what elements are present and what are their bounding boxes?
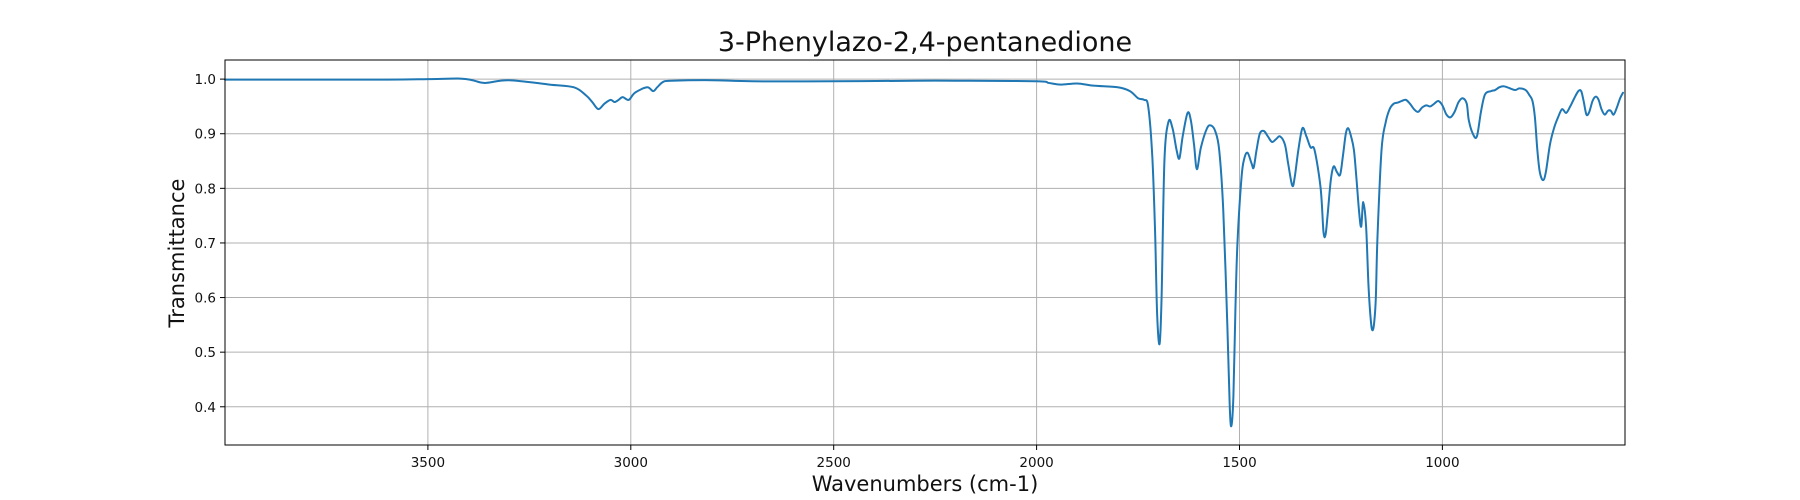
x-tick-label: 2500 xyxy=(817,455,851,471)
x-tick-label: 2000 xyxy=(1019,455,1053,471)
spectrum-line xyxy=(224,77,1624,428)
series-layer xyxy=(224,77,1624,428)
y-tick-label: 0.8 xyxy=(195,181,216,197)
y-axis-ticks: 0.4 0.5 0.6 0.7 0.8 0.9 1.0 xyxy=(195,72,225,416)
y-axis-label: Transmittance xyxy=(165,179,189,329)
x-tick-label: 3000 xyxy=(614,455,648,471)
x-tick-label: 1000 xyxy=(1425,455,1459,471)
x-axis-ticks: 3500 3000 2500 2000 1500 1000 xyxy=(411,445,1460,471)
y-tick-label: 0.9 xyxy=(195,127,216,143)
chart-title: 3-Phenylazo-2,4-pentanedione xyxy=(718,27,1132,58)
y-tick-label: 0.5 xyxy=(195,345,216,361)
x-axis-label: Wavenumbers (cm-1) xyxy=(812,472,1039,496)
y-tick-label: 0.7 xyxy=(195,236,216,252)
x-tick-label: 1500 xyxy=(1222,455,1256,471)
plot-frame xyxy=(224,59,1626,446)
x-tick-label: 3500 xyxy=(411,455,445,471)
y-tick-label: 0.4 xyxy=(195,400,216,416)
y-tick-label: 1.0 xyxy=(195,72,216,88)
y-tick-label: 0.6 xyxy=(195,291,216,307)
grid-lines xyxy=(225,60,1625,445)
